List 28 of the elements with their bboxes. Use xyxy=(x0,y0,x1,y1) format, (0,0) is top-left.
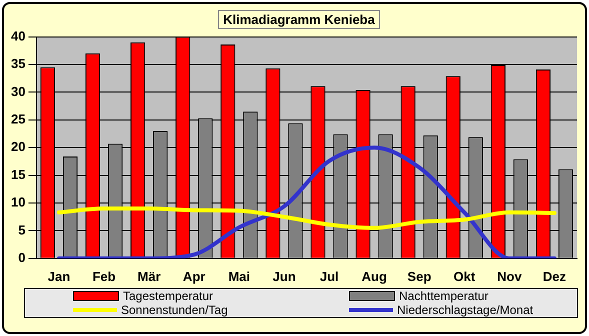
y-tick-label: 30 xyxy=(10,84,26,99)
x-tick-label: Mär xyxy=(138,268,161,284)
x-tick-label: Aug xyxy=(362,268,387,284)
y-tick-label: 25 xyxy=(10,111,26,126)
y-tick-label: 10 xyxy=(10,194,26,210)
y-tick-label: 35 xyxy=(10,56,26,72)
x-tick-label: Apr xyxy=(182,268,206,284)
y-tick-label: 20 xyxy=(10,139,26,154)
x-tick-label: Jul xyxy=(320,268,339,284)
x-tick-label: Feb xyxy=(92,268,116,284)
legend-label: Niederschlagstage/Monat xyxy=(397,303,534,317)
y-tick-label: 15 xyxy=(10,166,26,182)
line-series xyxy=(56,146,556,258)
chart-title: Klimadiagramm Kenieba xyxy=(218,10,380,29)
x-tick-label: Jun xyxy=(272,268,296,284)
legend-label: Tagestemperatur xyxy=(123,289,214,303)
x-tick-label: Nov xyxy=(497,268,522,284)
x-tick-label: Dez xyxy=(542,268,567,284)
y-tick-label: 40 xyxy=(10,28,26,44)
legend-label: Sonnenstunden/Tag xyxy=(121,303,228,317)
line-series xyxy=(56,206,556,230)
x-tick-label: Mai xyxy=(228,268,250,284)
legend-label: Nachttemperatur xyxy=(399,289,488,303)
x-tick-label: Okt xyxy=(454,268,476,284)
x-tick-label: Jan xyxy=(48,268,70,284)
y-tick-label: 0 xyxy=(18,250,26,265)
y-tick-label: 5 xyxy=(18,222,26,238)
x-tick-label: Sep xyxy=(407,268,432,284)
